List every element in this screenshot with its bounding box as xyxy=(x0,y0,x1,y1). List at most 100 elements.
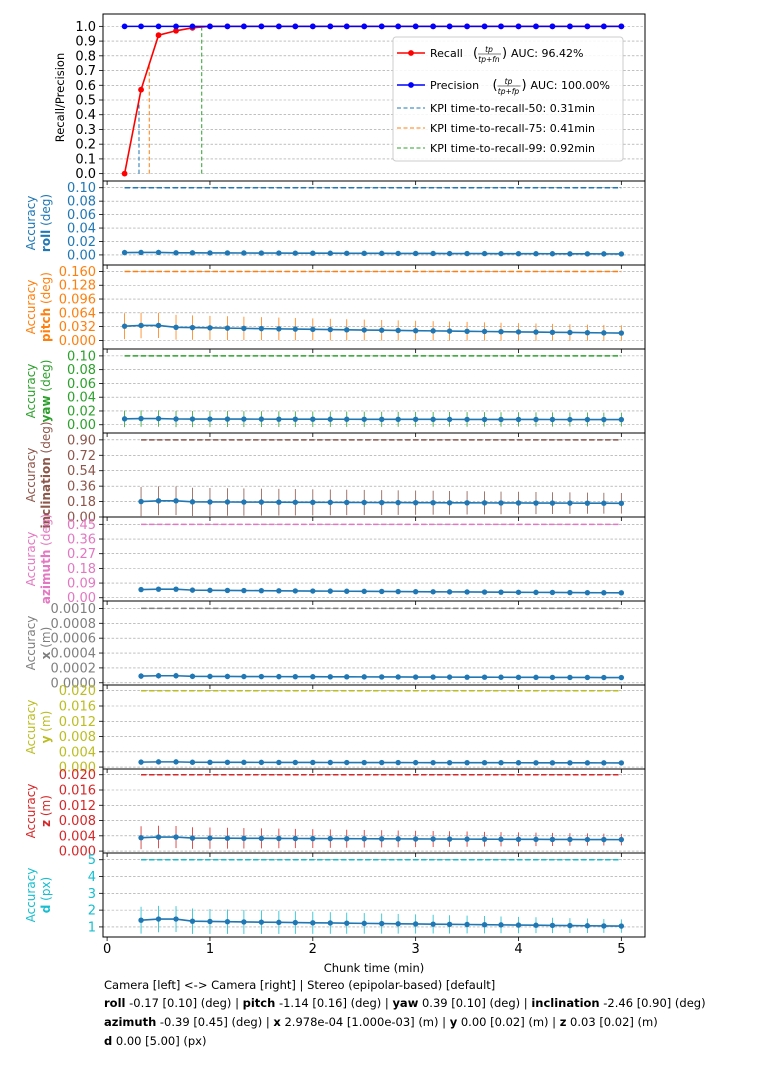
accuracy-point xyxy=(395,416,401,423)
legend-auc: AUC: 100.00% xyxy=(531,79,610,92)
precision-point xyxy=(173,23,179,30)
accuracy-point xyxy=(533,500,539,506)
accuracy-point xyxy=(224,587,231,594)
accuracy-point xyxy=(379,250,385,257)
precision-point xyxy=(446,23,453,30)
caption-z-value: 0.03 [0.02] (m) xyxy=(566,1015,658,1029)
accuracy-point xyxy=(276,499,282,505)
y-tick-label: 0.45 xyxy=(67,518,96,533)
caption-x-value: 2.978e-04 [1.000e-03] (m) | xyxy=(280,1015,450,1029)
accuracy-point xyxy=(344,416,350,422)
accuracy-point xyxy=(567,500,573,506)
accuracy-point xyxy=(549,760,556,766)
precision-point xyxy=(395,23,402,30)
accuracy-point xyxy=(412,327,419,334)
accuracy-point xyxy=(327,759,333,766)
y-tick-label: 0.18 xyxy=(67,495,96,510)
y-tick-label: 0.020 xyxy=(59,684,96,699)
precision-point xyxy=(327,23,334,30)
accuracy-point xyxy=(549,674,556,681)
legend-marker xyxy=(408,82,414,88)
accuracy-point xyxy=(276,250,282,256)
accuracy-point xyxy=(310,250,316,256)
accuracy-point xyxy=(395,588,401,595)
accuracy-point xyxy=(241,325,247,332)
accuracy-point xyxy=(430,500,436,506)
accuracy-point xyxy=(584,923,591,929)
legend-frac-num: tp xyxy=(485,45,493,54)
accuracy-point xyxy=(481,500,488,506)
accuracy-point xyxy=(292,835,299,842)
y-tick-label: 0.000 xyxy=(59,334,96,349)
accuracy-point xyxy=(601,674,607,681)
accuracy-point xyxy=(292,499,299,505)
accuracy-point xyxy=(327,588,333,594)
precision-point xyxy=(240,23,247,30)
accuracy-point xyxy=(549,589,556,596)
accuracy-point xyxy=(310,499,316,506)
precision-point xyxy=(412,23,419,30)
accuracy-point xyxy=(481,589,488,595)
accuracy-point xyxy=(327,250,333,256)
accuracy-point xyxy=(515,922,522,928)
accuracy-point xyxy=(533,836,539,843)
y-tick-label: 0.00 xyxy=(67,511,96,526)
accuracy-point xyxy=(515,760,522,766)
y-tick-label: 0.0 xyxy=(75,167,96,182)
accuracy-point xyxy=(498,500,504,506)
accuracy-point xyxy=(567,674,573,681)
y-tick-label: 0.00 xyxy=(67,591,96,606)
accuracy-point xyxy=(189,499,196,505)
recall-precision-panel: 0.00.10.20.30.40.50.60.70.80.91.0 Recall/… xyxy=(53,13,646,185)
caption-d-value: 0.00 [5.00] (px) xyxy=(112,1034,207,1048)
accuracy-point xyxy=(601,330,607,336)
accuracy-point xyxy=(515,500,522,506)
y-tick-label: 0.06 xyxy=(67,208,96,223)
accuracy-point xyxy=(430,416,436,423)
y-axis-label-line2: d (px) xyxy=(39,877,53,914)
accuracy-point xyxy=(464,759,470,766)
accuracy-point xyxy=(241,587,247,594)
accuracy-point xyxy=(481,836,488,842)
accuracy-point xyxy=(224,835,231,841)
accuracy-point xyxy=(618,330,625,336)
legend-frac-num: tp xyxy=(505,77,513,86)
accuracy-point xyxy=(412,499,419,506)
accuracy-point xyxy=(395,674,401,680)
accuracy-point xyxy=(292,416,299,422)
y-axis-label-line2: pitch (deg) xyxy=(39,272,53,342)
legend-label-recall: Recall xyxy=(430,47,463,60)
accuracy-point xyxy=(549,836,556,843)
accuracy-point xyxy=(224,416,231,422)
y-axis-label-line1: Accuracy xyxy=(24,784,38,839)
accuracy-point xyxy=(310,674,316,680)
panel-frame xyxy=(102,516,646,602)
accuracy-point xyxy=(173,416,179,422)
accuracy-point xyxy=(618,500,625,506)
accuracy-point xyxy=(155,916,162,922)
y-tick-label: 0.4 xyxy=(75,108,96,123)
accuracy-point xyxy=(481,921,488,928)
precision-point xyxy=(361,23,368,30)
y-tick-label: 0.1 xyxy=(75,152,96,167)
precision-point xyxy=(292,23,299,30)
precision-point xyxy=(138,23,144,30)
y-axis-label-line1: Accuracy xyxy=(24,448,38,503)
caption-y-value: 0.00 [0.02] (m) | xyxy=(457,1015,560,1029)
accuracy-point xyxy=(515,836,522,843)
y-axis-label-line1: Accuracy xyxy=(24,280,38,335)
accuracy-point xyxy=(361,416,367,422)
accuracy-point xyxy=(310,326,316,333)
accuracy-point xyxy=(292,673,299,680)
y-tick-label: 0.0008 xyxy=(51,617,97,632)
accuracy-point xyxy=(327,326,333,333)
accuracy-point xyxy=(207,416,213,422)
accuracy-point xyxy=(412,416,419,423)
accuracy-point xyxy=(395,836,401,842)
caption-yaw-name: yaw xyxy=(392,996,419,1010)
accuracy-point xyxy=(601,836,607,843)
accuracy-point xyxy=(618,836,625,843)
y-tick-label: 5 xyxy=(88,853,96,868)
y-tick-label: 0.000 xyxy=(59,845,96,860)
accuracy-point xyxy=(361,499,367,506)
